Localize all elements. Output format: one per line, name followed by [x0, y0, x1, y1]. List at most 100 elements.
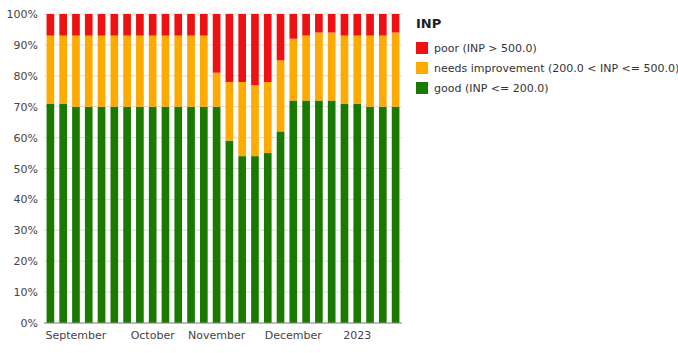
bar-segment — [226, 82, 234, 141]
bar-segment — [277, 14, 285, 60]
bar-segment — [302, 14, 310, 36]
bar-segment — [162, 36, 170, 107]
bar-segment — [47, 14, 55, 36]
bar-segment — [149, 14, 157, 36]
bar-segment — [110, 36, 118, 107]
bar-segment — [328, 33, 336, 101]
bar-segment — [238, 156, 246, 323]
bar-segment — [302, 36, 310, 101]
bar-segment — [226, 14, 234, 82]
bar-segment — [251, 14, 259, 85]
grid-line — [44, 323, 402, 324]
bar-segment — [85, 36, 93, 107]
y-tick-label: 50% — [14, 163, 38, 176]
bar-segment — [328, 14, 336, 33]
legend-label: needs improvement (200.0 < INP <= 500.0) — [434, 62, 678, 75]
bar-segment — [162, 107, 170, 323]
bar-segment — [213, 73, 221, 107]
bar-segment — [264, 14, 272, 82]
bar-segment — [47, 36, 55, 104]
bar-segment — [341, 36, 349, 104]
bar-segment — [72, 36, 80, 107]
x-tick-label: September — [46, 329, 107, 342]
bar-segment — [174, 107, 182, 323]
bar-segment — [200, 107, 208, 323]
bar-segment — [213, 107, 221, 323]
legend-label: good (INP <= 200.0) — [434, 82, 549, 95]
bar-segment — [98, 107, 106, 323]
bar-segment — [251, 85, 259, 156]
bar-segment — [123, 14, 131, 36]
bar-segment — [187, 14, 195, 36]
y-tick-label: 40% — [14, 193, 38, 206]
bar-segment — [110, 14, 118, 36]
bar-segment — [98, 14, 106, 36]
bar-segment — [264, 153, 272, 323]
bar-segment — [200, 36, 208, 107]
bar-segment — [162, 14, 170, 36]
bar-segment — [123, 36, 131, 107]
bar-segment — [136, 14, 144, 36]
bar-segment — [47, 104, 55, 323]
bar-segment — [392, 33, 400, 107]
bar-segment — [315, 101, 323, 323]
bars — [47, 14, 400, 323]
bar-segment — [251, 156, 259, 323]
bar-segment — [366, 14, 374, 36]
legend: INP poor (INP > 500.0) needs improvement (… — [416, 16, 678, 95]
chart: 0%10%20%30%40%50%60%70%80%90%100%Septemb… — [0, 0, 678, 353]
y-tick-label: 90% — [14, 39, 38, 52]
bar-segment — [392, 107, 400, 323]
bar-segment — [379, 107, 387, 323]
bar-segment — [315, 33, 323, 101]
bar-segment — [200, 14, 208, 36]
x-tick-label: December — [265, 329, 323, 342]
x-axis-line — [44, 323, 402, 324]
y-tick-label: 70% — [14, 101, 38, 114]
bar-segment — [226, 141, 234, 323]
bar-segment — [328, 101, 336, 323]
y-tick-label: 0% — [21, 317, 38, 330]
bar-segment — [379, 36, 387, 107]
bar-segment — [187, 107, 195, 323]
bar-segment — [123, 107, 131, 323]
y-tick-label: 60% — [14, 132, 38, 145]
bar-segment — [277, 131, 285, 323]
bar-segment — [85, 14, 93, 36]
y-tick-label: 30% — [14, 224, 38, 237]
bar-segment — [341, 14, 349, 36]
bar-segment — [392, 14, 400, 33]
x-axis: September October November December 2023 — [44, 323, 402, 342]
bar-segment — [238, 82, 246, 156]
bar-segment — [187, 36, 195, 107]
y-tick-label: 20% — [14, 255, 38, 268]
bar-segment — [72, 107, 80, 323]
x-tick-label: 2023 — [343, 329, 371, 342]
bar-segment — [174, 14, 182, 36]
bar-segment — [379, 14, 387, 36]
bar-segment — [110, 107, 118, 323]
bar-segment — [353, 36, 361, 104]
y-axis: 0%10%20%30%40%50%60%70%80%90%100% — [7, 8, 38, 330]
bar-segment — [85, 107, 93, 323]
bar-segment — [213, 14, 221, 73]
grid — [44, 14, 402, 323]
legend-label: poor (INP > 500.0) — [434, 42, 537, 55]
x-tick-label: October — [131, 329, 175, 342]
bar-segment — [238, 14, 246, 82]
bar-segment — [289, 39, 297, 101]
bar-segment — [174, 36, 182, 107]
bar-segment — [366, 36, 374, 107]
bar-segment — [136, 36, 144, 107]
bar-segment — [72, 14, 80, 36]
bar-segment — [341, 104, 349, 323]
bar-segment — [289, 101, 297, 323]
legend-title: INP — [416, 16, 441, 31]
legend-swatch — [416, 62, 428, 74]
bar-segment — [59, 14, 67, 36]
bar-segment — [353, 104, 361, 323]
bar-segment — [315, 14, 323, 33]
y-tick-label: 10% — [14, 286, 38, 299]
bar-segment — [59, 104, 67, 323]
x-tick-label: November — [188, 329, 246, 342]
